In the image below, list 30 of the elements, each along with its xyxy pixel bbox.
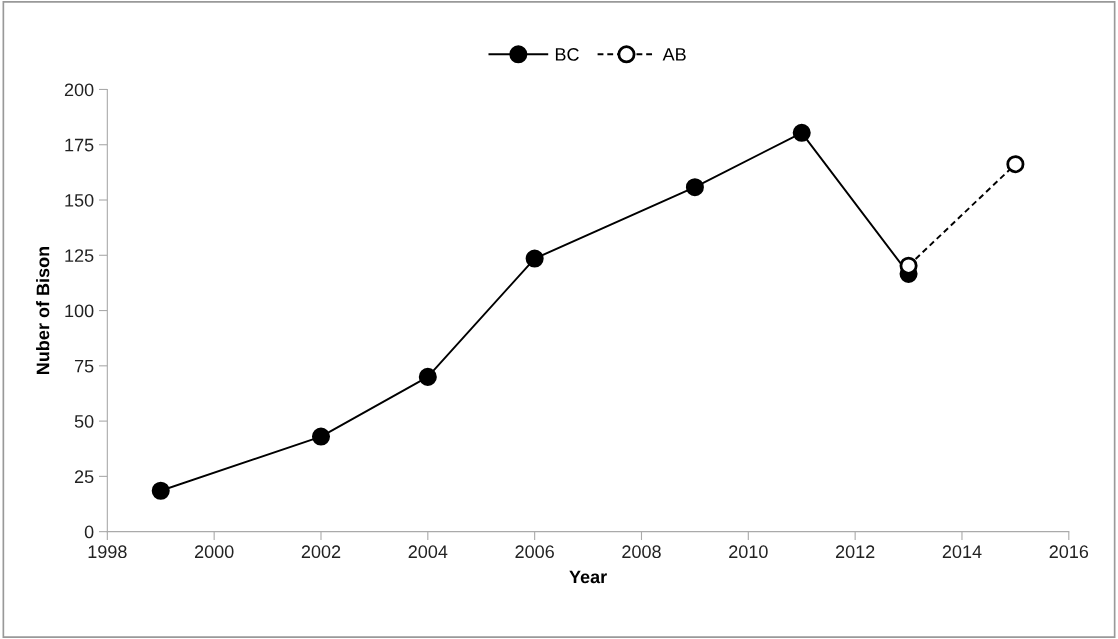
y-tick-label: 50 bbox=[74, 415, 94, 428]
y-tick-label: 200 bbox=[64, 83, 94, 97]
x-tick-label: 2006 bbox=[515, 545, 554, 559]
x-tick-label: 2002 bbox=[301, 545, 341, 559]
x-tick-label: 2016 bbox=[1049, 545, 1089, 559]
x-tick-label: 2000 bbox=[194, 545, 234, 559]
point bbox=[792, 123, 811, 142]
y-tick-label: 75 bbox=[74, 359, 94, 373]
point bbox=[525, 249, 544, 268]
y-tick-label: 0 bbox=[84, 525, 94, 539]
point bbox=[151, 481, 170, 500]
x-tick-label: 2008 bbox=[622, 545, 661, 559]
point bbox=[685, 178, 704, 197]
x-tick-label: 2014 bbox=[942, 545, 982, 559]
y-tick-label: 25 bbox=[74, 470, 94, 484]
point bbox=[1006, 155, 1025, 174]
legend-label: BC bbox=[555, 48, 579, 61]
x-tick-label: 2004 bbox=[408, 545, 448, 559]
y-tick-label: 100 bbox=[65, 304, 94, 318]
x-tick-label: 1998 bbox=[88, 545, 127, 559]
y-tick-label: 125 bbox=[65, 249, 94, 262]
x-axis-title: Year bbox=[569, 570, 607, 584]
legend-label: AB bbox=[662, 48, 686, 61]
y-tick-label: 175 bbox=[65, 138, 94, 152]
x-tick-label: 2010 bbox=[729, 545, 768, 559]
x-tick-label: 2012 bbox=[835, 545, 875, 559]
point bbox=[418, 367, 437, 386]
y-axis-title: Nuber of Bison bbox=[36, 246, 50, 375]
y-tick-label: 150 bbox=[65, 193, 94, 207]
point bbox=[311, 427, 331, 446]
